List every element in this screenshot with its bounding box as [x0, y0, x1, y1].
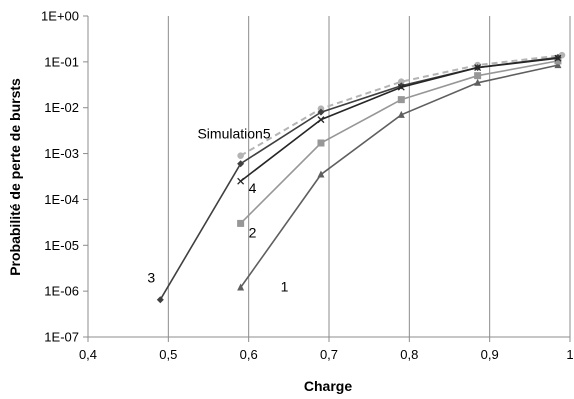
data-point-square — [474, 72, 482, 80]
series-label-4: 4 — [249, 180, 257, 196]
series-label-2: 2 — [249, 224, 257, 240]
cross-stroke — [237, 177, 245, 185]
data-point-diamond — [237, 160, 245, 168]
data-point-triangle — [474, 78, 482, 86]
data-point-cross — [237, 177, 245, 185]
series-label-1: 1 — [281, 279, 289, 295]
data-point-diamond — [156, 296, 164, 304]
data-point-diamond — [317, 108, 325, 116]
cross-stroke — [554, 54, 562, 62]
grid-lines — [167, 16, 571, 337]
series-label-3: 3 — [147, 270, 155, 286]
data-point-cross — [397, 83, 405, 91]
axes — [83, 15, 571, 342]
x-axis-title: Charge — [304, 378, 352, 394]
x-tick-label: 0,5 — [159, 347, 177, 362]
data-series — [156, 51, 566, 304]
data-point-circle — [398, 78, 405, 85]
data-point-square — [237, 219, 245, 227]
x-tick-label: 0,8 — [400, 347, 418, 362]
series-line — [159, 56, 559, 301]
y-tick-label: 1E-01 — [44, 54, 79, 69]
series-1 — [237, 61, 562, 291]
series-labels: 1 2 3 4 Simulation5 — [147, 126, 288, 295]
x-tick-label: 0,9 — [481, 347, 499, 362]
y-tick-label: 1E-02 — [44, 100, 79, 115]
y-tick-label: 1E+00 — [41, 9, 79, 24]
data-point-square — [317, 139, 325, 147]
cross-stroke — [397, 83, 405, 91]
y-tick-label: 1E-03 — [44, 146, 79, 161]
data-point-circle — [237, 152, 244, 159]
series-line — [240, 54, 563, 157]
x-tick-label: 1 — [566, 347, 573, 362]
data-point-triangle — [554, 61, 562, 69]
x-tick-label: 0,6 — [240, 347, 258, 362]
data-point-cross — [317, 116, 325, 124]
series-line — [240, 57, 559, 182]
data-point-triangle — [237, 283, 245, 291]
data-point-cross — [474, 64, 482, 72]
x-tick-label: 0,7 — [320, 347, 338, 362]
y-tick-label: 1E-06 — [44, 284, 79, 299]
data-point-cross — [554, 54, 562, 62]
tick-labels: 0,4 0,5 0,6 0,7 0,8 0,9 1 1E-07 1E-06 1E-05 1E-04 1… — [41, 9, 574, 363]
y-tick-label: 1E-04 — [44, 192, 79, 207]
y-axis-title: Probabilité de perte de bursts — [7, 78, 23, 276]
data-point-triangle — [317, 170, 325, 178]
series-3 — [156, 53, 562, 304]
cross-stroke — [317, 116, 325, 124]
data-point-square — [397, 96, 405, 104]
y-tick-label: 1E-05 — [44, 238, 79, 253]
y-tick-label: 1E-07 — [44, 330, 79, 345]
series-4 — [237, 54, 562, 185]
series-label-simulation5: Simulation5 — [197, 126, 270, 142]
x-tick-label: 0,4 — [79, 347, 97, 362]
cross-stroke — [474, 64, 482, 72]
data-point-triangle — [397, 110, 405, 118]
